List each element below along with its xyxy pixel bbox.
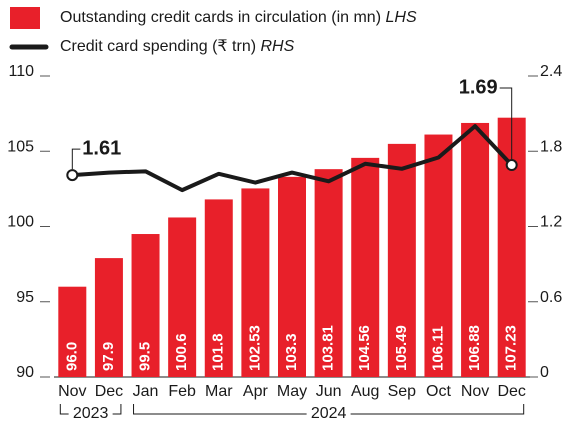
y-tick-label: 95	[16, 289, 34, 306]
legend-axis-tag: RHS	[261, 38, 295, 55]
legend-name: Credit card spending (₹ trn)	[60, 38, 256, 55]
y-tick-label: 100	[7, 214, 34, 231]
legend-swatch-bar	[10, 7, 40, 29]
y-tick-label: 90	[16, 364, 34, 381]
y2-tick-label: 0	[540, 364, 549, 381]
bar-value-label: 101.8	[210, 333, 227, 371]
legend-label: Credit card spending (₹ trn) RHS	[60, 38, 295, 55]
x-tick-label: Dec	[95, 383, 123, 400]
x-tick-label: Nov	[58, 383, 86, 400]
bar-value-label: 96.0	[63, 342, 80, 371]
x-tick-label: Jan	[133, 383, 159, 400]
bar-value-label: 106.88	[466, 325, 483, 371]
legend-axis-tag: LHS	[385, 9, 416, 26]
x-tick-label: Feb	[168, 383, 196, 400]
bar-value-label: 103.3	[283, 333, 300, 371]
annotation-leader	[72, 149, 80, 169]
x-tick-label: Aug	[351, 383, 379, 400]
y2-tick-label: 1.8	[540, 138, 562, 155]
bar-value-label: 99.5	[137, 342, 154, 371]
x-tick-label: Mar	[205, 383, 233, 400]
bar-value-label: 100.6	[173, 333, 190, 371]
x-tick-label: May	[277, 383, 307, 400]
annotation: 1.61	[82, 137, 121, 159]
chart: Outstanding credit cards in circulation …	[0, 0, 577, 438]
y2-tick-label: 2.4	[540, 63, 562, 80]
bar-value-label: 105.49	[393, 325, 410, 371]
y2-tick-label: 1.2	[540, 214, 562, 231]
legend-label: Outstanding credit cards in circulation …	[60, 9, 417, 26]
bar-value-label: 106.11	[429, 326, 446, 371]
annotation: 1.69	[459, 76, 498, 98]
y-tick-label: 110	[8, 63, 34, 80]
bar-value-label: 104.56	[356, 325, 373, 371]
legend-name: Outstanding credit cards in circulation …	[60, 9, 381, 26]
x-tick-label: Nov	[461, 383, 489, 400]
bar-value-label: 102.53	[246, 325, 263, 371]
bar-value-label: 107.23	[503, 325, 520, 371]
line-marker	[67, 170, 77, 180]
x-tick-label: Apr	[243, 383, 269, 400]
year-label: 2024	[311, 405, 347, 422]
x-tick-label: Oct	[426, 383, 451, 400]
x-tick-label: Jun	[316, 383, 342, 400]
year-label: 2023	[73, 405, 109, 422]
y2-tick-label: 0.6	[540, 289, 562, 306]
x-tick-label: Sep	[388, 383, 417, 400]
y-tick-label: 105	[7, 138, 34, 155]
line-marker	[507, 160, 517, 170]
bar-value-label: 97.9	[100, 342, 117, 371]
x-tick-label: Dec	[497, 383, 525, 400]
bar-value-label: 103.81	[320, 325, 337, 371]
